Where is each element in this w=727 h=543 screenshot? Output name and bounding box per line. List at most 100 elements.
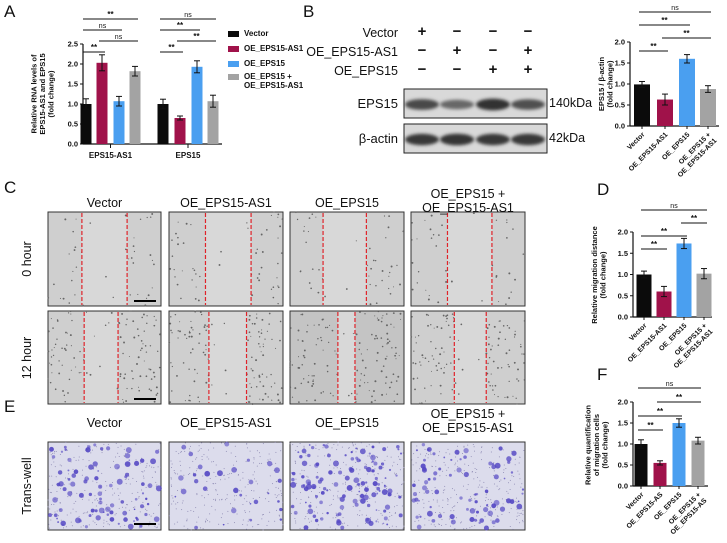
cell-speck (75, 266, 78, 268)
stained-cell (415, 449, 418, 452)
membrane-pore (366, 473, 368, 475)
cell-speck (74, 246, 77, 249)
membrane-pore (170, 460, 172, 462)
stained-cell (48, 513, 52, 517)
membrane-pore (475, 471, 477, 473)
cell-speck (425, 313, 428, 316)
stained-cell (521, 488, 525, 491)
membrane-pore (322, 447, 324, 449)
membrane-pore (143, 470, 145, 472)
cell-speck (323, 318, 325, 320)
membrane-pore (54, 511, 56, 513)
membrane-pore (50, 492, 52, 494)
cell-speck (326, 370, 329, 373)
membrane-pore (372, 466, 374, 468)
membrane-pore (514, 458, 516, 460)
cell-speck (268, 312, 271, 315)
cell-speck (307, 324, 309, 326)
membrane-pore (423, 502, 425, 504)
cell-speck (447, 324, 450, 327)
membrane-pore (519, 522, 521, 524)
cell-speck (438, 234, 440, 236)
membrane-pore (59, 502, 61, 504)
membrane-pore (332, 498, 334, 500)
membrane-pore (299, 502, 301, 504)
stained-cell (153, 516, 160, 522)
cell-speck (328, 324, 331, 327)
cell-speck (385, 324, 388, 327)
cell-speck (324, 326, 327, 329)
cell-speck (386, 338, 389, 341)
membrane-pore (178, 453, 180, 455)
stained-cell (99, 497, 102, 501)
membrane-pore (135, 459, 137, 461)
membrane-pore (455, 462, 457, 464)
cell-speck (56, 338, 58, 340)
y-tick-label: 0.0 (618, 313, 628, 322)
membrane-pore (427, 457, 429, 459)
cell-speck (73, 249, 76, 252)
membrane-pore (380, 513, 382, 515)
blot-band (476, 133, 510, 146)
membrane-pore (434, 526, 436, 528)
stained-cell (384, 477, 387, 480)
stained-cell (383, 484, 386, 487)
membrane-pore (415, 462, 417, 464)
significance-label: ** (650, 42, 657, 51)
cell-speck (514, 278, 516, 281)
membrane-pore (183, 525, 185, 527)
membrane-pore (109, 466, 111, 468)
membrane-pore (328, 489, 330, 491)
membrane-pore (479, 480, 481, 482)
membrane-pore (398, 494, 400, 496)
cell-speck (277, 302, 279, 305)
cell-speck (315, 216, 317, 218)
cell-speck (148, 388, 151, 390)
significance-label: ns (666, 381, 674, 388)
cell-speck (416, 282, 419, 284)
cell-speck (262, 343, 264, 345)
membrane-pore (259, 496, 261, 498)
membrane-pore (471, 470, 473, 472)
cell-speck (89, 222, 92, 224)
stained-cell (147, 483, 153, 489)
membrane-pore (450, 510, 452, 512)
stained-cell (319, 477, 324, 482)
stained-cell (377, 482, 381, 486)
cell-speck (118, 321, 121, 324)
membrane-pore (447, 467, 449, 469)
cell-speck (394, 346, 397, 349)
membrane-pore (447, 448, 449, 450)
membrane-pore (211, 461, 213, 463)
membrane-pore (331, 447, 333, 449)
membrane-pore (417, 456, 419, 458)
cell-speck (433, 327, 435, 329)
membrane-pore (228, 477, 230, 479)
membrane-pore (188, 448, 190, 450)
cell-speck (277, 213, 280, 216)
membrane-pore (175, 508, 177, 510)
legend-label: OE_EPS15 + OE_EPS15-AS1 (244, 72, 304, 90)
stained-cell (140, 504, 145, 509)
cell-speck (155, 394, 158, 396)
stained-cell (388, 468, 392, 472)
legend-label: OE_EPS15 (244, 59, 285, 68)
stained-cell (358, 490, 361, 493)
cell-speck (131, 387, 133, 390)
membrane-pore (366, 445, 368, 447)
cell-speck (253, 377, 255, 379)
cell-speck (505, 352, 508, 355)
membrane-pore (115, 443, 117, 445)
stained-cell (239, 493, 243, 497)
membrane-pore (305, 455, 307, 457)
membrane-pore (447, 500, 449, 502)
membrane-pore (180, 470, 182, 472)
cell-speck (151, 259, 154, 261)
cell-speck (397, 375, 400, 378)
membrane-pore (435, 460, 437, 462)
stained-cell (94, 476, 99, 481)
membrane-pore (234, 499, 236, 501)
cell-speck (297, 339, 299, 341)
blot-band (476, 98, 510, 111)
membrane-pore (507, 492, 509, 494)
